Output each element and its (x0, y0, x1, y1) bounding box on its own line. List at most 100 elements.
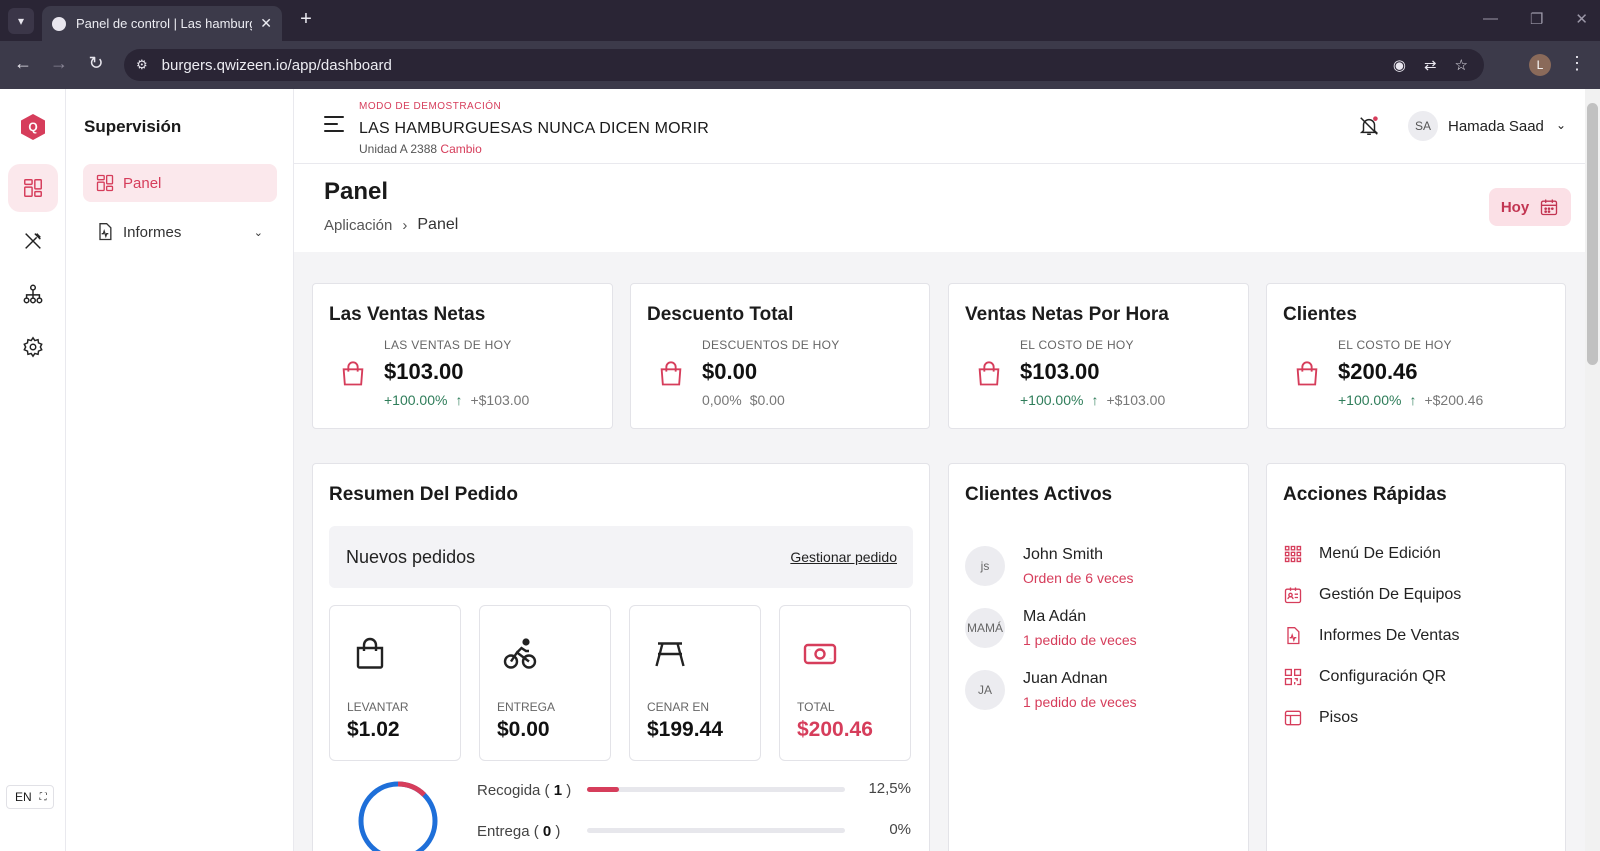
app-logo[interactable]: Q (21, 114, 45, 140)
forward-button[interactable]: → (50, 53, 68, 73)
page-scrollbar[interactable] (1585, 89, 1600, 851)
client-avatar: MAMÁ (965, 608, 1005, 648)
tab-close-icon[interactable]: ✕ (260, 15, 272, 31)
chevron-down-icon[interactable]: ⌄ (1556, 118, 1567, 132)
expand-icon: ⛶ (39, 791, 47, 803)
notifications-off-icon[interactable] (1358, 115, 1380, 137)
browser-tab[interactable]: Panel de control | Las hamburguesas ✕ (42, 6, 282, 41)
date-range-button[interactable]: Hoy (1489, 188, 1571, 226)
progress-row-delivery: Entrega ( 0 ) 0% (477, 821, 913, 841)
breadcrumb-root[interactable]: Aplicación (324, 216, 393, 234)
section-title: Clientes Activos (965, 484, 1113, 505)
tracking-blocked-icon[interactable]: ◉ (1392, 57, 1406, 74)
date-range-label: Hoy (1500, 198, 1530, 216)
bookmark-star-icon[interactable]: ☆ (1454, 57, 1468, 74)
change-unit-link[interactable]: Cambio (440, 142, 482, 156)
quick-action-label: Gestión De Equipos (1319, 586, 1462, 603)
stat-card-hourly-sales: Ventas Netas Por Hora EL COSTO DE HOY $1… (948, 283, 1249, 429)
profile-avatar[interactable]: L (1529, 54, 1551, 76)
report-icon (1287, 627, 1300, 645)
shopping-bag-icon (356, 637, 384, 669)
store-name: LAS HAMBURGUESAS NUNCA DICEN MORIR (359, 120, 709, 137)
progress-name: Recogida (477, 781, 541, 799)
progress-percent: 0% (889, 821, 911, 838)
client-item[interactable]: JA Juan Adnan 1 pedido de veces (965, 670, 1137, 710)
active-clients-card: Clientes Activos js John Smith Orden de 6… (948, 463, 1249, 851)
close-window-icon[interactable]: ✕ (1575, 11, 1588, 28)
address-bar[interactable]: ⚙ burgers.qwizeen.io/app/dashboard ◉ ⇄ ☆ (124, 49, 1484, 81)
cash-icon (803, 643, 837, 665)
rail-settings-button[interactable] (8, 323, 58, 371)
manage-order-link[interactable]: Gestionar pedido (790, 549, 897, 565)
stat-percent: 0,00% (702, 392, 742, 408)
stat-subtitle: EL COSTO DE HOY (1338, 338, 1452, 352)
stat-percent: +100.00% (1338, 392, 1402, 408)
tab-search-button[interactable]: ▾ (8, 8, 34, 34)
browser-menu-icon[interactable]: ⋮ (1568, 53, 1586, 73)
new-tab-button[interactable]: + (300, 8, 312, 30)
back-button[interactable]: ← (14, 53, 32, 73)
tile-label: CENAR EN (647, 700, 710, 714)
floor-icon (1284, 710, 1302, 726)
shopping-bag-icon (978, 361, 1000, 386)
hamburger-menu-icon[interactable] (324, 116, 344, 132)
stat-card-clients: Clientes EL COSTO DE HOY $200.46 +100.00… (1266, 283, 1566, 429)
progress-name: Entrega (477, 822, 530, 840)
quick-action-team[interactable]: Gestión De Equipos (1283, 585, 1461, 605)
stat-card-discount: Descuento Total DESCUENTOS DE HOY $0.00 … (630, 283, 930, 429)
quick-action-edit-menu[interactable]: Menú De Edición (1283, 544, 1441, 564)
subnav-item-label: Informes (123, 223, 182, 241)
stat-title: Ventas Netas Por Hora (965, 304, 1169, 325)
rail-hierarchy-button[interactable] (8, 270, 58, 318)
unit-info: Unidad A 2388 Cambio (359, 142, 482, 156)
order-summary-card: Resumen Del Pedido Nuevos pedidos Gestio… (312, 463, 930, 851)
progress-label: Entrega ( 0 ) (477, 822, 561, 840)
quick-action-sales-reports[interactable]: Informes De Ventas (1283, 626, 1460, 646)
order-type-donut-chart (358, 781, 438, 851)
scrollbar-thumb[interactable] (1587, 103, 1598, 365)
client-orders: 1 pedido de veces (1023, 694, 1137, 710)
rail-menu-button[interactable] (8, 217, 58, 265)
stat-delta-amount: $0.00 (749, 392, 785, 408)
subnav-title: Supervisión (84, 117, 182, 136)
minimize-icon[interactable]: — (1482, 10, 1498, 27)
order-tile-total[interactable]: TOTAL $200.46 (779, 605, 911, 761)
dashboard-icon (24, 179, 42, 197)
dashboard-icon (96, 174, 114, 192)
hierarchy-icon (23, 284, 43, 304)
stat-title: Clientes (1283, 304, 1357, 325)
progress-label: Recogida ( 1 ) (477, 781, 572, 799)
stat-value: $103.00 (1020, 359, 1100, 384)
subnav-item-panel[interactable]: Panel (83, 164, 277, 202)
shopping-bag-icon (342, 361, 364, 386)
progress-count: 0 (542, 822, 552, 840)
report-icon (99, 223, 112, 241)
section-title: Acciones Rápidas (1283, 484, 1447, 505)
stat-delta-amount: +$103.00 (470, 392, 530, 408)
quick-action-label: Pisos (1319, 709, 1359, 726)
site-info-icon[interactable]: ⚙ (136, 57, 148, 72)
calendar-icon (1541, 199, 1558, 216)
rail-dashboard-button[interactable] (8, 164, 58, 212)
user-name[interactable]: Hamada Saad (1448, 118, 1544, 135)
user-avatar[interactable]: SA (1408, 111, 1438, 141)
client-avatar: JA (965, 670, 1005, 710)
progress-count: 1 (553, 781, 563, 799)
browser-toolbar: ← → ↻ ⚙ burgers.qwizeen.io/app/dashboard… (0, 41, 1600, 89)
order-tile-pickup[interactable]: LEVANTAR $1.02 (329, 605, 461, 761)
shopping-bag-icon (660, 361, 682, 386)
client-avatar: js (965, 546, 1005, 586)
favicon-icon (52, 16, 66, 31)
order-tile-dine-in[interactable]: CENAR EN $199.44 (629, 605, 761, 761)
quick-action-floors[interactable]: Pisos (1283, 708, 1358, 728)
reload-button[interactable]: ↻ (88, 53, 104, 73)
quick-action-qr[interactable]: Configuración QR (1283, 667, 1446, 687)
order-tile-delivery[interactable]: ENTREGA $0.00 (479, 605, 611, 761)
demo-mode-label: MODO DE DEMOSTRACIÓN (359, 101, 502, 112)
language-selector[interactable]: EN ⛶ (6, 785, 54, 809)
restore-icon[interactable]: ❐ (1529, 11, 1544, 28)
subnav-item-informes[interactable]: Informes ⌄ (83, 213, 277, 251)
client-item[interactable]: MAMÁ Ma Adán 1 pedido de veces (965, 608, 1137, 648)
translate-icon[interactable]: ⇄ (1423, 57, 1437, 74)
client-item[interactable]: js John Smith Orden de 6 veces (965, 546, 1134, 586)
